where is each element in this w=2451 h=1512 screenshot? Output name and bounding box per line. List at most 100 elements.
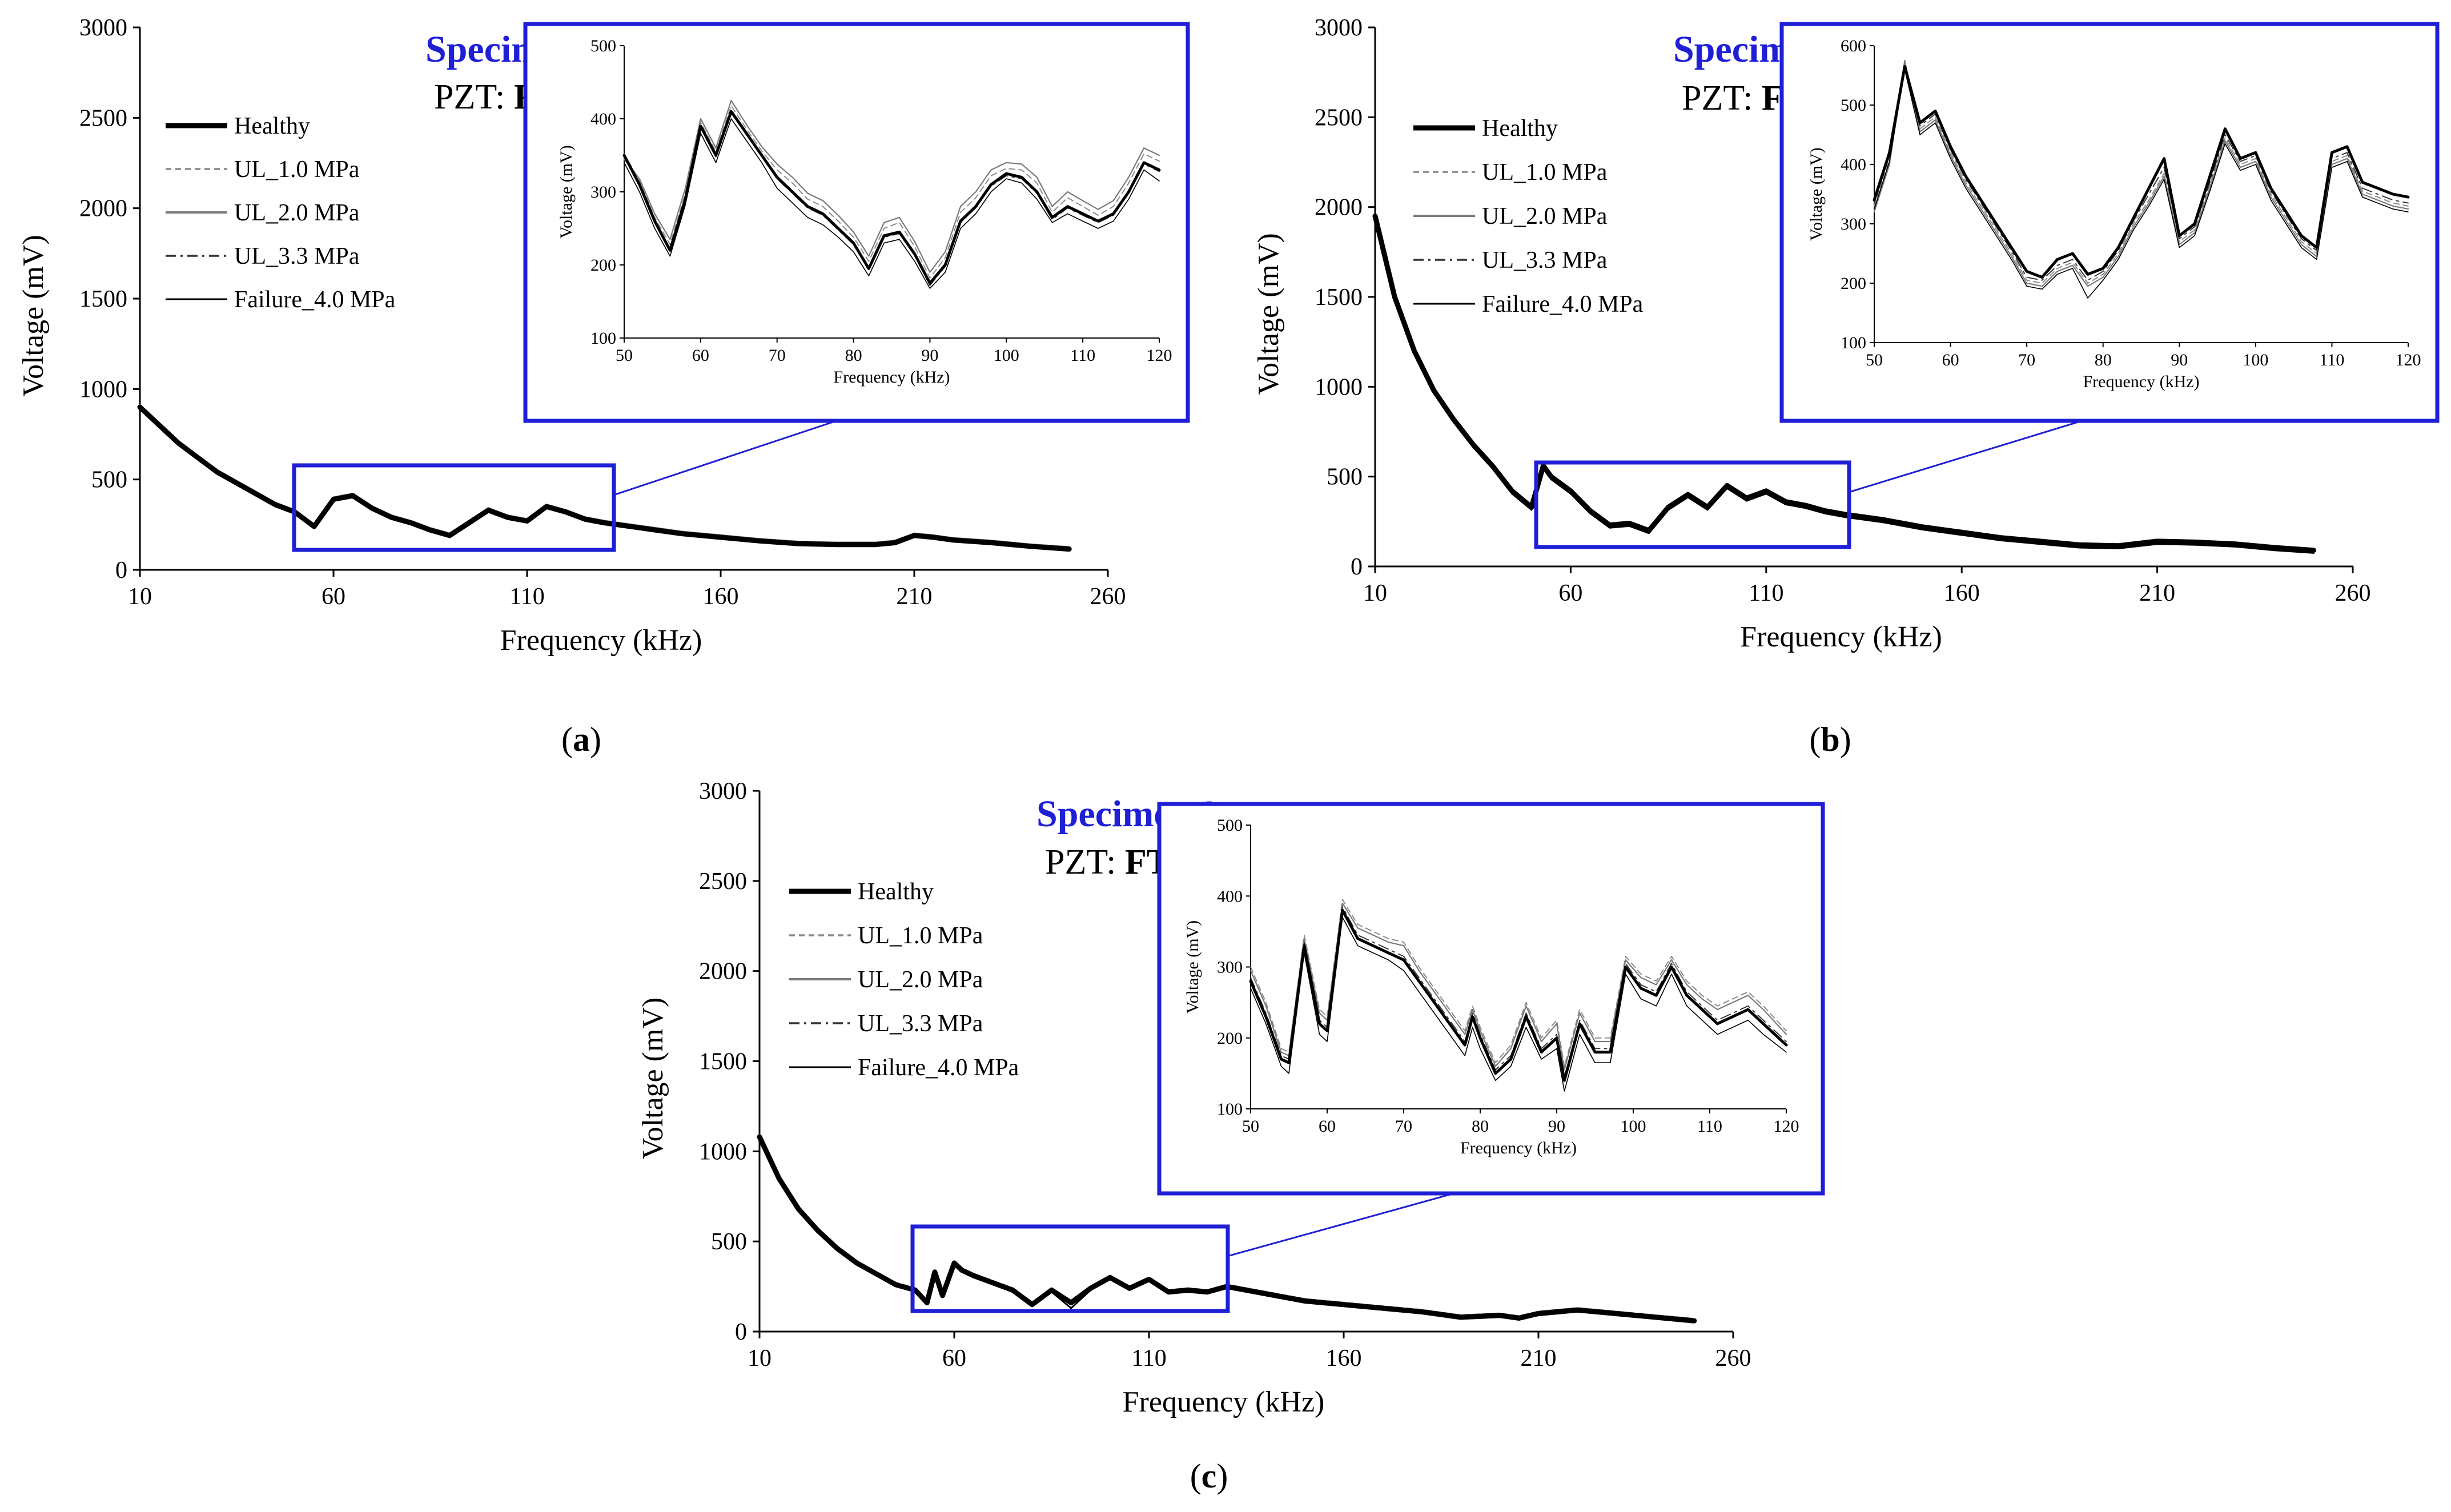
panel-c-zoom-region-box [910, 1224, 1230, 1313]
panel-a-caption-letter: a [573, 721, 590, 758]
panel-b-inset-y-axis-label: Voltage (mV) [1807, 147, 1826, 241]
panel-c-inset-y-axis-label: Voltage (mV) [1183, 920, 1202, 1014]
panel-c-inset: 100 200 300 400 500 50 60 70 80 90 100 110 120 Freque… [1157, 802, 1825, 1196]
panel-b-inset-y-tick-label: 200 [1841, 274, 1866, 293]
panel-c-caption-label: (c) [1190, 1457, 1228, 1495]
panel-a-x-tick-label: 260 [1090, 584, 1126, 610]
panel-b-inset-x-tick-label: 110 [2319, 351, 2344, 369]
panel-c-x-tick-label: 160 [1326, 1345, 1362, 1372]
panel-a-series-ul-1-0-mpa [139, 405, 1070, 549]
panel-b-legend-label-healthy: Healthy [1482, 115, 1558, 142]
panel-c-y-tick-label: 1000 [699, 1139, 747, 1165]
panel-b-inset: 100 200 300 400 500 600 50 60 70 80 90 100 110 120 Fre… [1779, 22, 2440, 423]
panel-a-legend-label-healthy: Healthy [234, 113, 310, 139]
panel-a-y-tick-label: 500 [91, 467, 127, 493]
panel-a-inset-x-tick-label: 50 [616, 346, 633, 365]
panel-b-inset-x-tick-label: 70 [2018, 351, 2035, 369]
panel-b-inset-x-tick-label: 60 [1942, 351, 1959, 369]
panel-b-chart: 0 500 1000 1500 2000 2500 3000 10 60 110 160 210 260… [1252, 15, 2440, 758]
panel-a-pzt-prefix: PZT: [434, 78, 514, 116]
panel-c-inset-x-tick-label: 120 [1774, 1117, 1799, 1136]
panel-b-zoom-region-box [1534, 460, 1851, 549]
panel-b-inset-x-tick-label: 80 [2095, 351, 2112, 369]
panel-c-inset-frame [1157, 802, 1825, 1196]
panel-a-zoom-region-box [292, 463, 616, 552]
panel-a-series-healthy [137, 404, 1072, 552]
panel-b-y-tick-label: 3000 [1315, 15, 1363, 41]
panel-c-pzt-prefix: PZT: [1045, 843, 1125, 882]
panel-b-legend-label-ul-2-0-mpa: UL_2.0 MPa [1482, 203, 1608, 230]
panel-a-series-ul-2-0-mpa [139, 404, 1071, 549]
panel-b-y-tick-label: 2000 [1315, 195, 1363, 221]
panel-b-legend-label-ul-1-0-mpa: UL_1.0 MPa [1482, 159, 1608, 186]
panel-c-legend: Healthy UL_1.0 MPa UL_2.0 MPa UL_3.3 MPa Fai… [789, 879, 1019, 1081]
panel-b-inset-y-tick-label: 600 [1841, 37, 1866, 55]
panel-c-x-tick-label: 260 [1715, 1345, 1751, 1372]
panel-b-y-axis-label: Voltage (mV) [1252, 233, 1285, 395]
panel-a-x-tick-label: 110 [509, 584, 544, 610]
panel-c-x-tick-label: 10 [748, 1345, 772, 1372]
panel-b-x-tick-label: 60 [1558, 580, 1582, 606]
panel-a-inset-x-tick-label: 100 [994, 346, 1019, 365]
panel-c-x-tick-label: 60 [942, 1345, 966, 1372]
panel-c-inset-y-tick-label: 500 [1217, 816, 1243, 835]
panel-b-inset-series-failure-4-0-mpa [1874, 69, 2409, 299]
panel-b-inset-y-tick-label: 500 [1841, 96, 1866, 115]
panel-b-caption-label: (b) [1809, 721, 1851, 758]
panel-a-legend-label-ul-1-0-mpa: UL_1.0 MPa [234, 156, 360, 183]
panel-c-x-tick-label: 110 [1131, 1345, 1166, 1372]
panel-a-inset-series-failure-4-0-mpa [624, 118, 1160, 289]
panel-a-inset-x-tick-label: 90 [921, 346, 938, 365]
panel-a-x-tick-label: 210 [897, 584, 933, 610]
panel-c-legend-label-ul-3-3-mpa: UL_3.3 MPa [858, 1011, 983, 1037]
panel-a-inset-y-tick-label: 400 [590, 110, 616, 128]
panel-a-y-tick-label: 2500 [79, 105, 127, 131]
panel-a-inset-y-axis-label: Voltage (mV) [557, 145, 576, 239]
panel-b-legend: Healthy UL_1.0 MPa UL_2.0 MPa UL_3.3 MPa Fai… [1413, 115, 1644, 317]
panel-c-chart: 0 500 1000 1500 2000 2500 3000 10 60 110 160 210 260… [637, 778, 1825, 1495]
panel-c-legend-label-ul-1-0-mpa: UL_1.0 MPa [858, 923, 983, 949]
panel-a-inset-series-healthy [622, 110, 1161, 285]
panel-a-y-tick-label: 1000 [79, 376, 127, 403]
panel-b-caption-letter: b [1821, 721, 1839, 758]
panel-c-y-tick-label: 0 [735, 1319, 747, 1345]
panel-b-y-tick-label: 0 [1351, 554, 1363, 580]
panel-b-inset-x-tick-label: 100 [2243, 351, 2268, 369]
panel-a-inset-y-tick-label: 100 [590, 329, 616, 348]
panel-b-y-tick-label: 1000 [1315, 374, 1363, 400]
panel-c-y-tick-label: 1500 [699, 1049, 747, 1075]
panel-b-legend-label-ul-3-3-mpa: UL_3.3 MPa [1482, 247, 1608, 274]
panel-a-y-tick-label: 2000 [79, 196, 127, 222]
panel-a-y-tick-label: 3000 [79, 15, 127, 41]
panel-a-inset-x-tick-label: 110 [1070, 346, 1095, 365]
panel-b-y-tick-label: 500 [1327, 464, 1363, 490]
panel-b-inset-y-tick-label: 300 [1841, 215, 1866, 234]
panel-b-inset-series-ul-2-0-mpa [1873, 59, 2409, 287]
panel-a-inset-x-tick-label: 80 [845, 346, 862, 365]
panel-c-legend-label-failure-4-0-mpa: Failure_4.0 MPa [858, 1055, 1019, 1081]
panel-a-x-tick-label: 60 [322, 584, 345, 610]
panel-c-inset-series-healthy [1249, 908, 1788, 1082]
panel-a-legend-label-ul-2-0-mpa: UL_2.0 MPa [234, 200, 360, 226]
panel-b-x-tick-label: 160 [1944, 580, 1980, 606]
panel-a-inset-frame [523, 22, 1190, 423]
panel-c-x-tick-label: 210 [1521, 1345, 1557, 1372]
panel-b-y-tick-label: 1500 [1315, 284, 1363, 311]
panel-c-legend-label-healthy: Healthy [858, 879, 934, 905]
panel-c-x-axis-label: Frequency (kHz) [1123, 1386, 1325, 1418]
panel-c-inset-x-tick-label: 80 [1472, 1117, 1489, 1136]
panel-a-inset-x-axis-label: Frequency (kHz) [833, 368, 950, 387]
panel-c-y-tick-label: 500 [711, 1229, 747, 1255]
panel-b-x-tick-label: 110 [1749, 580, 1783, 606]
panel-c-inset-x-axis-label: Frequency (kHz) [1460, 1139, 1577, 1157]
panel-a-inset-y-tick-label: 300 [590, 183, 616, 202]
panel-c-inset-y-tick-label: 300 [1217, 958, 1243, 977]
panel-a-series-ul-3-3-mpa [139, 405, 1070, 550]
panel-b-legend-label-failure-4-0-mpa: Failure_4.0 MPa [1482, 291, 1644, 317]
panel-b-inset-x-axis-label: Frequency (kHz) [2083, 372, 2199, 391]
panel-c-y-tick-label: 2500 [699, 868, 747, 895]
panel-b-x-axis-label: Frequency (kHz) [1740, 621, 1942, 653]
panel-c-y-tick-label: 2000 [699, 959, 747, 985]
panel-c-legend-label-ul-2-0-mpa: UL_2.0 MPa [858, 967, 983, 993]
panel-b-x-tick-label: 10 [1363, 580, 1387, 606]
